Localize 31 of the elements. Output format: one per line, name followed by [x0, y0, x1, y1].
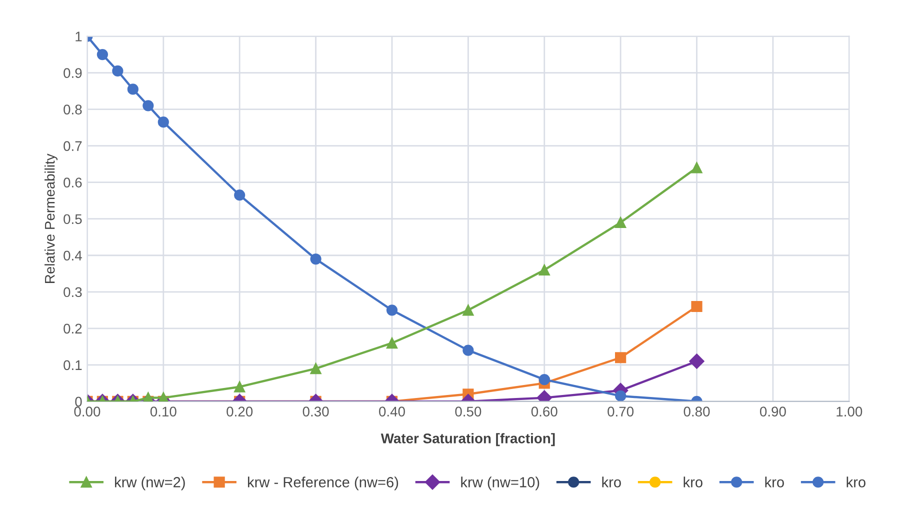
- y-tick-label: 0.9: [64, 68, 82, 78]
- x-tick-label: 0.00: [74, 406, 100, 417]
- x-tick-label: 0.20: [226, 406, 253, 417]
- y-axis-title: Relative Permeability: [44, 154, 58, 283]
- y-tick-label: 0: [75, 396, 82, 407]
- x-tick-label: 0.70: [608, 406, 634, 417]
- x-tick-label: 0.40: [379, 406, 405, 417]
- legend-label: krw (nw=2): [115, 476, 185, 490]
- x-tick-label: 0.80: [684, 406, 710, 417]
- legend-label: krw (nw=10): [461, 476, 540, 490]
- y-tick-label: 0.5: [64, 214, 82, 224]
- x-tick-label: 0.90: [760, 406, 786, 417]
- legend-label: kro: [684, 476, 702, 488]
- y-tick-label: 0.2: [64, 324, 82, 334]
- legend-label: krw - Reference (nw=6): [248, 476, 398, 490]
- legend-label: kro: [846, 476, 866, 488]
- x-tick-label: 0.50: [455, 406, 482, 417]
- y-tick-label: 0.7: [64, 141, 82, 151]
- x-axis-title: Water Saturation [fraction]: [380, 433, 555, 446]
- y-tick-label: 0.1: [64, 360, 82, 370]
- y-tick-label: 1: [76, 32, 82, 42]
- legend-label: kro: [765, 476, 784, 488]
- y-tick-label: 0.8: [64, 104, 82, 114]
- x-tick-label: 0.60: [531, 406, 558, 417]
- y-tick-label: 0.4: [64, 250, 82, 261]
- y-tick-label: 0.3: [64, 287, 82, 298]
- x-tick-label: 0.30: [302, 406, 329, 417]
- legend-label: kro: [602, 476, 621, 488]
- y-tick-label: 0.6: [64, 178, 82, 188]
- x-tick-label: 0.10: [150, 406, 176, 417]
- x-tick-label: 1.00: [836, 406, 862, 417]
